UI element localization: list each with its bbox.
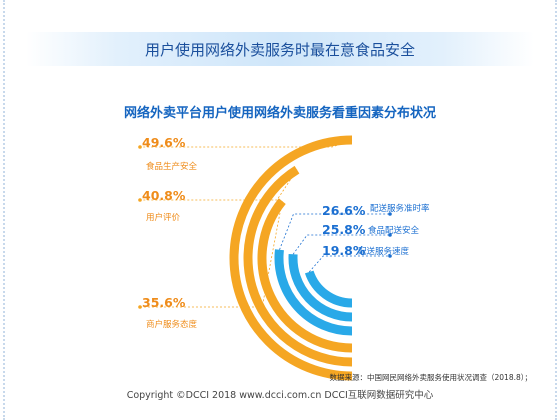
- banner: 用户使用网络外卖服务时最在意食品安全: [26, 32, 534, 66]
- connector-dot: [388, 212, 392, 216]
- left-dotted-border: [3, 0, 9, 420]
- banner-title: 用户使用网络外卖服务时最在意食品安全: [144, 41, 415, 59]
- value-label-merchant-attitude: 35.6%: [142, 295, 186, 310]
- copyright: Copyright ©DCCI 2018 www.dcci.com.cn DCC…: [126, 390, 434, 401]
- value-label-delivery-food-safety: 25.8%: [322, 222, 366, 237]
- connector-dot: [388, 233, 392, 237]
- value-label-user-reviews: 40.8%: [142, 188, 186, 203]
- right-dotted-border: [551, 0, 557, 420]
- connector-dot: [138, 198, 142, 202]
- label-connector: [279, 213, 390, 250]
- category-label-delivery-speed: 配送服务速度: [358, 247, 410, 257]
- value-label-delivery-punctuality: 26.6%: [322, 203, 366, 218]
- radial-bar: [257, 198, 353, 353]
- radial-bar: [304, 270, 353, 308]
- radial-bar: [288, 253, 353, 322]
- value-label-delivery-speed: 19.8%: [322, 243, 366, 258]
- value-label-food-production: 49.6%: [142, 135, 186, 150]
- connector-dot: [388, 254, 392, 258]
- category-label-food-production: 食品生产安全: [146, 162, 198, 172]
- connector-dot: [138, 305, 142, 309]
- radial-bar: [229, 135, 353, 381]
- category-label-merchant-attitude: 商户服务态度: [146, 320, 198, 330]
- category-label-delivery-punctuality: 配送服务准时率: [370, 204, 430, 214]
- label-connector: [140, 169, 298, 201]
- chart-title: 网络外卖平台用户使用网络外卖服务看重因素分布状况: [123, 106, 436, 121]
- connector-dot: [138, 145, 142, 149]
- category-label-delivery-food-safety: 食品配送安全: [368, 226, 420, 236]
- data-source: 数据来源：中国网民网络外卖服务使用状况调查（2018.8）；: [329, 373, 533, 382]
- radial-bar: [274, 249, 353, 336]
- label-connector: [140, 139, 353, 148]
- label-connector: [140, 201, 283, 308]
- label-connector: [308, 255, 390, 273]
- radial-bar: [243, 165, 353, 367]
- category-label-user-reviews: 用户评价: [146, 213, 181, 223]
